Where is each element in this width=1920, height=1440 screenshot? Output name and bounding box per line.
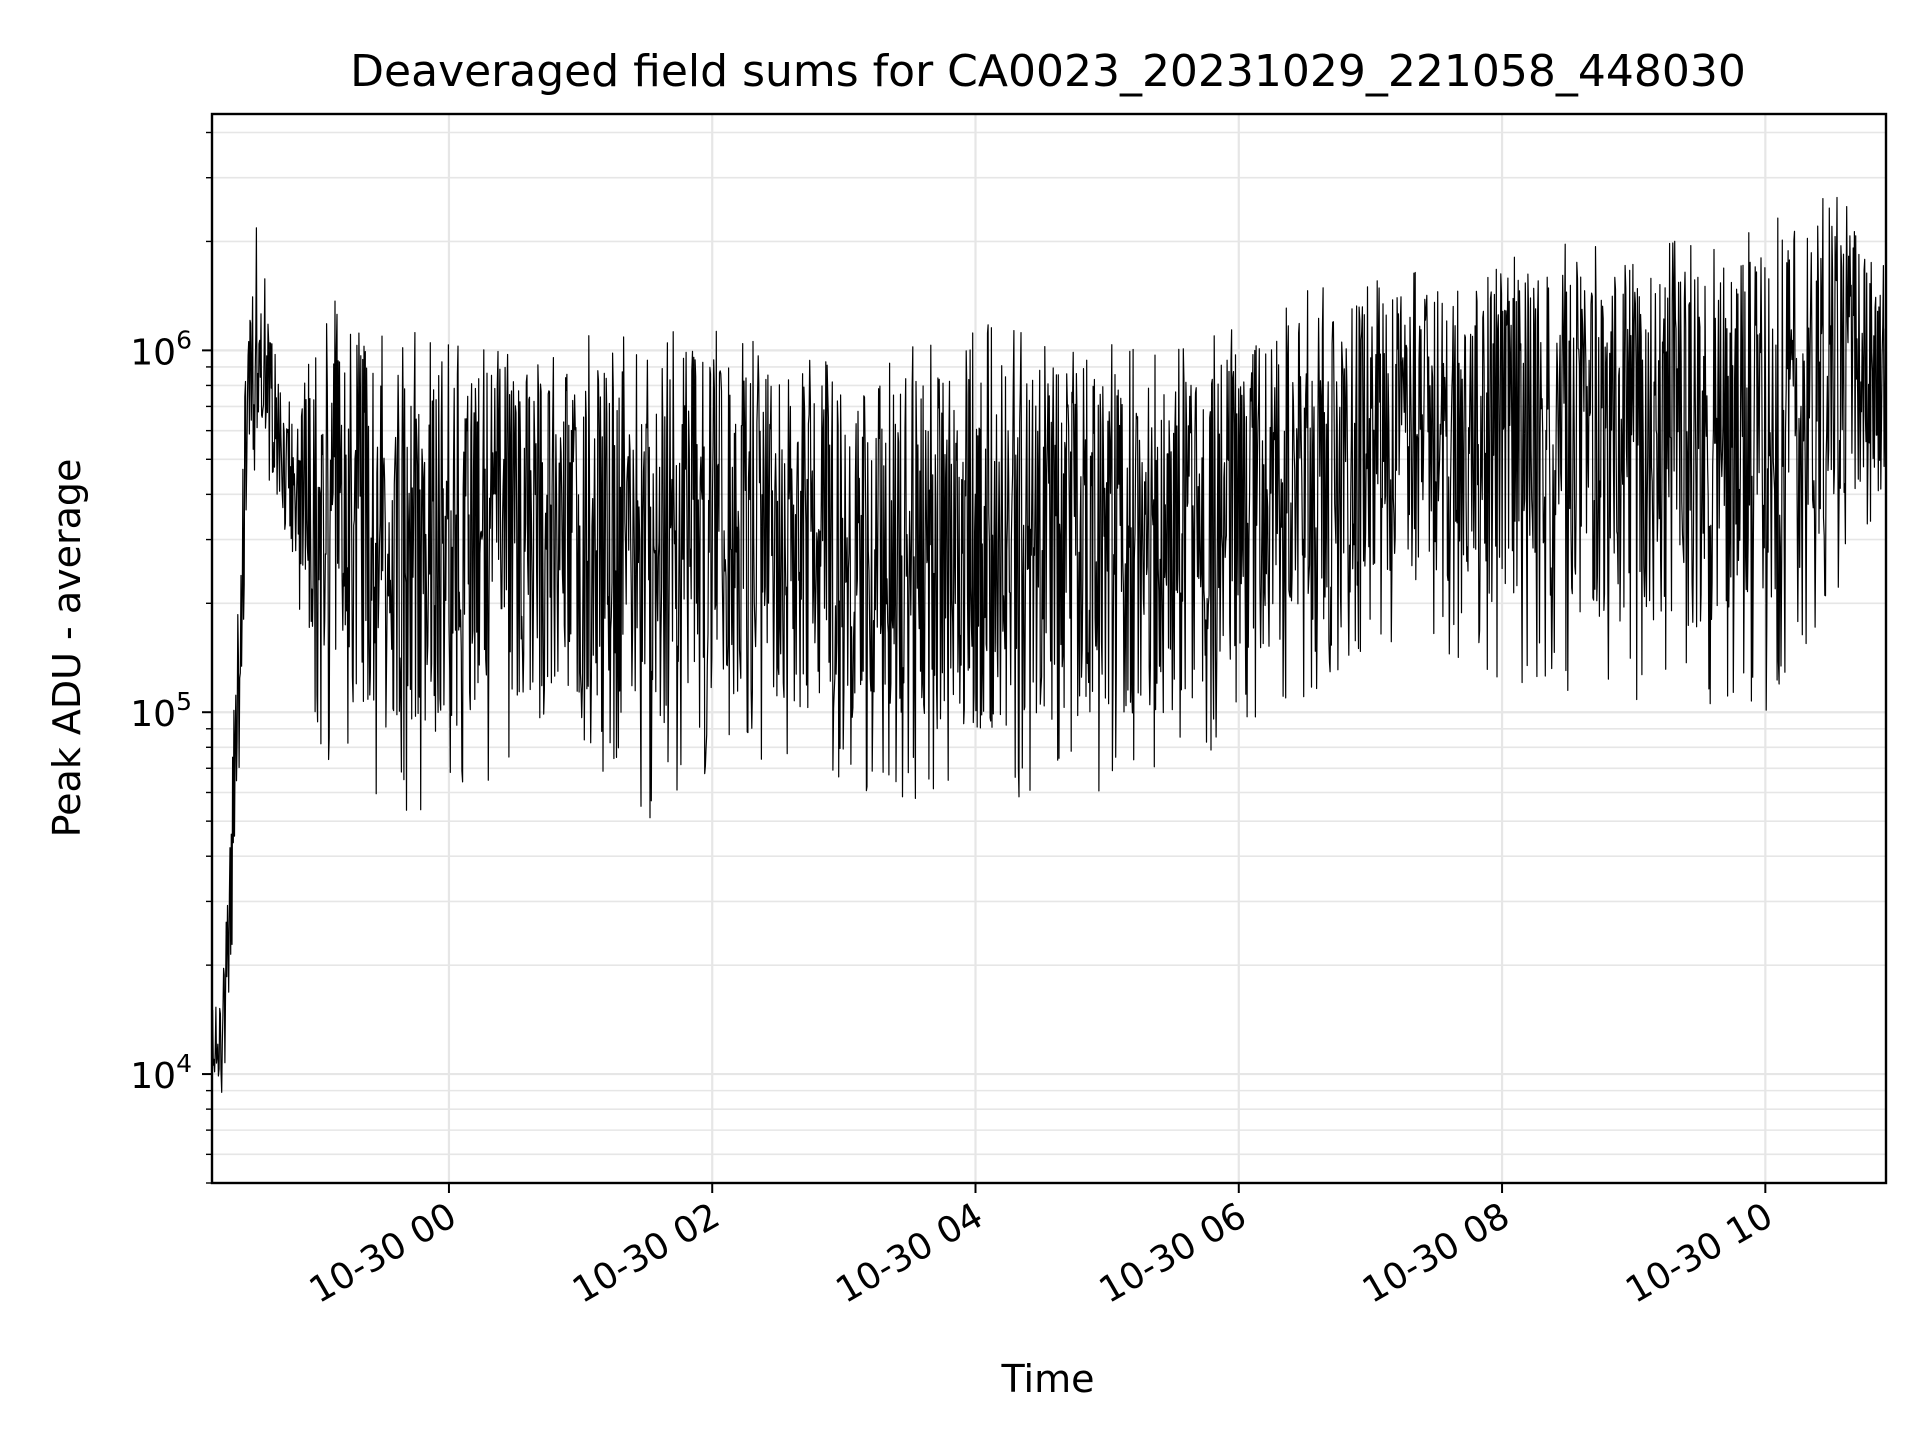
y-tick-label: 106 [130,325,192,373]
series-group [211,196,1887,1093]
x-tick-label: 10-30 02 [566,1195,727,1311]
y-axis-ticks: 104 105 106 [130,131,212,1184]
y-tick-label: 104 [130,1049,192,1097]
x-axis-ticks: 10-30 00 10-30 02 10-30 04 10-30 06 10-30 08… [303,1183,1780,1312]
y-tick-label: 105 [130,687,192,735]
series-line [211,196,1887,1093]
x-tick-label: 10-30 00 [303,1195,464,1311]
x-tick-label: 10-30 04 [829,1195,990,1311]
x-tick-label: 10-30 10 [1619,1195,1780,1311]
x-tick-label: 10-30 06 [1093,1195,1254,1311]
x-axis-label: Time [1001,1357,1095,1401]
chart-title: Deaveraged field sums for CA0023_2023102… [350,46,1746,97]
plot-frame [210,112,1888,1185]
x-tick-label: 10-30 08 [1356,1195,1517,1311]
y-axis-label: Peak ADU - average [45,459,89,838]
